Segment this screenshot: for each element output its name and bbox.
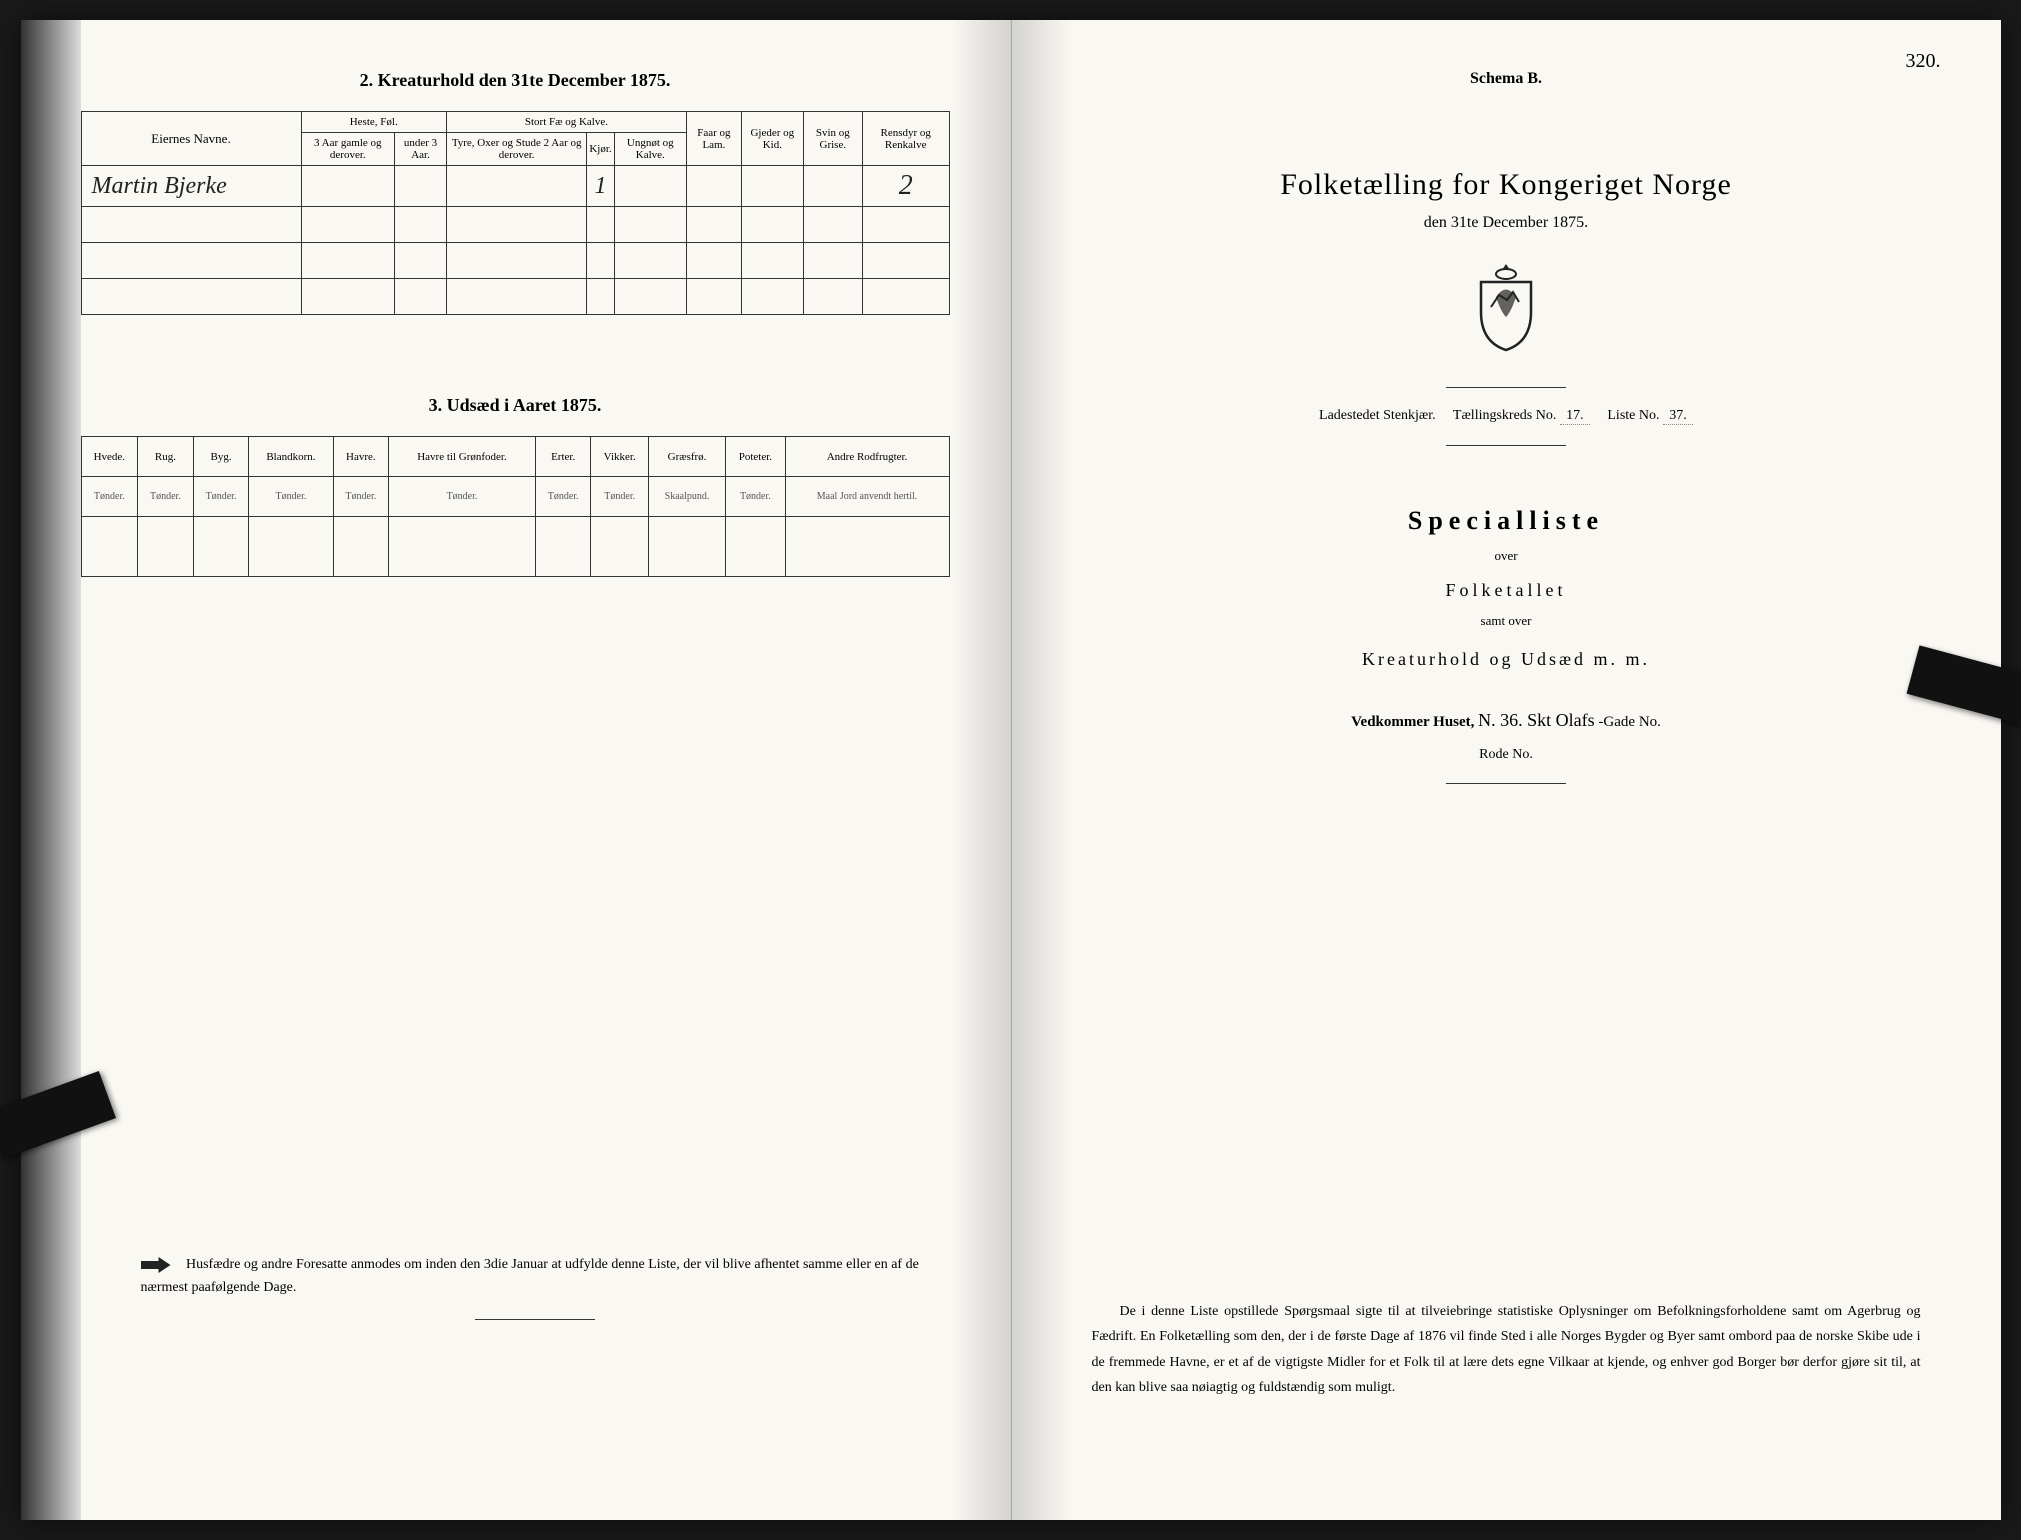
cell-stort-a	[446, 166, 586, 207]
divider-2	[1446, 445, 1566, 446]
over-label: over	[1072, 548, 1941, 564]
rode-label: Rode No.	[1072, 747, 1941, 763]
binding-edge	[21, 20, 81, 1520]
kreatur-line: Kreaturhold og Udsæd m. m.	[1072, 649, 1941, 670]
col-graesfro: Græsfrø.	[648, 437, 725, 477]
unit-9: Tønder.	[726, 477, 785, 517]
left-page: 2. Kreaturhold den 31te December 1875. E…	[21, 20, 1011, 1520]
udsaed-data-row	[81, 517, 949, 577]
pointing-hand-icon	[141, 1255, 171, 1275]
gutter-shadow-right	[1012, 20, 1072, 1520]
unit-1: Tønder.	[138, 477, 194, 517]
cell-stort-b: 1	[587, 166, 614, 207]
cell-gjeder	[741, 166, 803, 207]
sub-stort-b: Kjør.	[587, 133, 614, 166]
col-faar: Faar og Lam.	[686, 112, 741, 166]
owner-name: Martin Bjerke	[81, 166, 301, 207]
main-title: Folketælling for Kongeriget Norge	[1072, 168, 1941, 202]
col-andre: Andre Rodfrugter.	[785, 437, 949, 477]
cell-heste-a	[301, 166, 395, 207]
owner-header: Eiernes Navne.	[81, 112, 301, 166]
cell-stort-c	[614, 166, 686, 207]
liste-label: Liste No.	[1607, 408, 1659, 423]
unit-5: Tønder.	[389, 477, 536, 517]
folketallet-label: Folketallet	[1072, 580, 1941, 601]
book-spread: 2. Kreaturhold den 31te December 1875. E…	[21, 20, 2001, 1520]
cell-rensdyr: 2	[862, 166, 949, 207]
col-byg: Byg.	[193, 437, 249, 477]
col-stort: Stort Fæ og Kalve.	[446, 112, 686, 133]
unit-7: Tønder.	[591, 477, 648, 517]
sub-stort-c: Ungnøt og Kalve.	[614, 133, 686, 166]
footer-note: Husfædre og andre Foresatte anmodes om i…	[141, 1254, 930, 1340]
samt-label: samt over	[1072, 613, 1941, 629]
col-gjeder: Gjeder og Kid.	[741, 112, 803, 166]
krets-label: Tællingskreds No.	[1453, 408, 1556, 423]
kreaturhold-table: Eiernes Navne. Heste, Føl. Stort Fæ og K…	[81, 111, 950, 315]
sub-stort-a: Tyre, Oxer og Stude 2 Aar og derover.	[446, 133, 586, 166]
body-paragraph: De i denne Liste opstillede Spørgsmaal s…	[1092, 1299, 1921, 1400]
divider-3	[1446, 783, 1566, 784]
col-havre-gron: Havre til Grønfoder.	[389, 437, 536, 477]
page-number: 320.	[1906, 50, 1941, 73]
gutter-shadow-left	[950, 20, 1010, 1520]
col-poteter: Poteter.	[726, 437, 785, 477]
col-erter: Erter.	[535, 437, 591, 477]
footer-divider	[475, 1319, 595, 1320]
divider-1	[1446, 387, 1566, 388]
vedkommer-label: Vedkommer Huset,	[1351, 714, 1474, 730]
cell-faar	[686, 166, 741, 207]
col-hvede: Hvede.	[81, 437, 138, 477]
col-blandkorn: Blandkorn.	[249, 437, 333, 477]
section-2-title: 2. Kreaturhold den 31te December 1875.	[81, 70, 950, 91]
col-svin: Svin og Grise.	[803, 112, 862, 166]
unit-10: Maal Jord anvendt hertil.	[785, 477, 949, 517]
sub-heste-b: under 3 Aar.	[395, 133, 447, 166]
unit-8: Skaalpund.	[648, 477, 725, 517]
coat-of-arms-icon	[1072, 262, 1941, 357]
unit-3: Tønder.	[249, 477, 333, 517]
unit-0: Tønder.	[81, 477, 138, 517]
section-3-title: 3. Udsæd i Aaret 1875.	[81, 395, 950, 416]
col-havre: Havre.	[333, 437, 389, 477]
col-vikker: Vikker.	[591, 437, 648, 477]
unit-4: Tønder.	[333, 477, 389, 517]
cell-heste-b	[395, 166, 447, 207]
vedkommer-value: N. 36. Skt Olafs	[1478, 710, 1595, 730]
gade-label: -Gade No.	[1598, 714, 1660, 730]
schema-label: Schema B.	[1072, 70, 1941, 88]
krets-value: 17.	[1560, 408, 1590, 425]
right-page: 320. Schema B. Folketælling for Kongerig…	[1011, 20, 2001, 1520]
subtitle: den 31te December 1875.	[1072, 214, 1941, 232]
unit-2: Tønder.	[193, 477, 249, 517]
cell-svin	[803, 166, 862, 207]
udsaed-table: Hvede. Rug. Byg. Blandkorn. Havre. Havre…	[81, 436, 950, 577]
udsaed-unit-row: Tønder. Tønder. Tønder. Tønder. Tønder. …	[81, 477, 949, 517]
meta-line: Ladestedet Stenkjær. Tællingskreds No. 1…	[1072, 408, 1941, 425]
col-rug: Rug.	[138, 437, 194, 477]
vedkommer-line: Vedkommer Huset, N. 36. Skt Olafs -Gade …	[1072, 710, 1941, 731]
footer-text: Husfædre og andre Foresatte anmodes om i…	[141, 1257, 919, 1294]
liste-value: 37.	[1663, 408, 1693, 425]
udsaed-header-row: Hvede. Rug. Byg. Blandkorn. Havre. Havre…	[81, 437, 949, 477]
unit-6: Tønder.	[535, 477, 591, 517]
col-heste: Heste, Føl.	[301, 112, 446, 133]
sub-heste-a: 3 Aar gamle og derover.	[301, 133, 395, 166]
place-label: Ladestedet Stenkjær.	[1319, 408, 1436, 423]
col-rensdyr: Rensdyr og Renkalve	[862, 112, 949, 166]
specialliste-title: Specialliste	[1072, 506, 1941, 536]
